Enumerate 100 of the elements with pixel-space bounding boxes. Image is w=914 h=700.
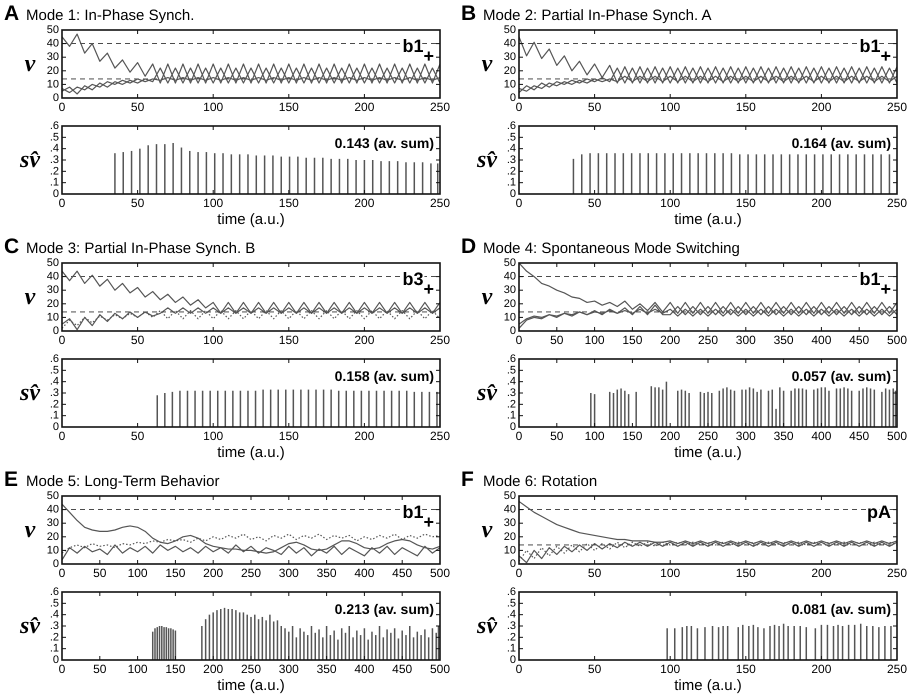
x-tick-label: 150: [622, 429, 643, 443]
y-tick-label: 50: [504, 24, 516, 36]
annotation: 0.158 (av. sum): [334, 368, 434, 384]
x-tick-label: 300: [278, 566, 300, 580]
y-tick-label: .3: [50, 154, 59, 166]
x-tick-label: 400: [354, 662, 375, 676]
text: B: [461, 2, 476, 25]
y-tick-label: .1: [50, 176, 59, 189]
y-tick-label: .1: [50, 410, 59, 422]
x-tick-label: 100: [128, 662, 148, 676]
y-tick-label: 50: [46, 257, 59, 269]
y-tick-label: 0: [52, 92, 59, 104]
x-axis-title: time (a.u.): [674, 444, 742, 461]
x-tick-label: 250: [886, 566, 908, 580]
x-tick-label: 100: [584, 333, 605, 347]
y-tick-label: 20: [46, 530, 59, 543]
y-tick-label: 10: [504, 78, 516, 90]
x-tick-label: 100: [203, 333, 224, 347]
y-tick-label: 40: [504, 504, 516, 516]
x-tick-label: 50: [130, 196, 145, 210]
y-tick-label: 20: [504, 64, 516, 77]
x-tick-label: 150: [622, 333, 643, 347]
x-tick-label: 150: [278, 196, 300, 210]
y-axis-title: v: [24, 517, 36, 543]
y-axis-title: sv̂: [19, 380, 40, 406]
text: E: [4, 468, 18, 491]
x-tick-label: 300: [736, 429, 756, 443]
y-tick-label: 20: [504, 530, 516, 543]
y-tick-label: .5: [50, 364, 59, 376]
x-tick-label: 200: [811, 662, 832, 676]
x-tick-label: 200: [203, 566, 224, 580]
text: F: [461, 468, 474, 491]
x-tick-label: 300: [736, 333, 756, 347]
x-tick-label: 200: [354, 100, 375, 114]
y-tick-label: .2: [506, 631, 516, 644]
x-tick-label: 50: [93, 566, 107, 580]
y-tick-label: 40: [46, 504, 59, 516]
x-tick-label: 250: [430, 100, 450, 114]
y-tick-label: .4: [506, 608, 516, 621]
x-tick-label: 350: [774, 429, 794, 443]
x-tick-label: 100: [128, 566, 148, 580]
y-tick-label: .6: [50, 353, 59, 365]
x-tick-label: 450: [849, 333, 870, 347]
y-axis-title: sv̂: [19, 147, 40, 173]
y-tick-label: .5: [506, 131, 516, 144]
y-tick-label: 40: [46, 38, 59, 50]
y-tick-label: .2: [50, 631, 59, 644]
x-tick-label: 250: [430, 196, 450, 210]
y-tick-label: .4: [50, 376, 59, 388]
y-tick-label: 30: [504, 517, 516, 530]
y-tick-label: .3: [50, 387, 59, 399]
y-tick-label: 50: [504, 257, 516, 269]
text: C: [4, 235, 20, 258]
x-tick-label: 50: [130, 429, 145, 443]
x-tick-label: 250: [430, 333, 450, 347]
y-axis-title: v: [24, 284, 36, 310]
x-tick-label: 150: [736, 566, 756, 580]
x-tick-label: 200: [203, 662, 224, 676]
chart-title: Mode 3: Partial In-Phase Synch. B: [26, 240, 256, 257]
y-axis-title: v: [482, 517, 493, 543]
x-tick-label: 250: [698, 429, 718, 443]
y-tick-label: 40: [504, 38, 516, 50]
y-tick-label: 10: [504, 544, 516, 556]
y-tick-label: .3: [506, 620, 516, 632]
x-tick-label: 100: [203, 196, 224, 210]
y-tick-label: 0: [510, 558, 516, 570]
x-tick-label: 400: [811, 429, 832, 443]
x-tick-label: 450: [392, 566, 413, 580]
y-tick-label: .3: [506, 154, 516, 166]
x-tick-label: 250: [240, 566, 262, 580]
y-tick-label: .1: [506, 410, 516, 422]
y-tick-label: .3: [506, 387, 516, 399]
y-tick-label: .4: [50, 142, 59, 155]
x-tick-label: 500: [430, 566, 450, 580]
y-tick-label: .2: [506, 398, 516, 410]
y-tick-label: .4: [50, 608, 59, 621]
y-tick-label: 0: [52, 188, 59, 200]
annotation: pA: [867, 502, 891, 522]
y-tick-label: 20: [46, 298, 59, 310]
x-tick-label: 500: [886, 429, 908, 443]
y-axis-title: v: [24, 51, 36, 77]
y-tick-label: .2: [506, 165, 516, 178]
y-tick-label: 20: [46, 64, 59, 77]
y-tick-label: 0: [52, 421, 59, 433]
x-tick-label: 500: [886, 333, 908, 347]
x-tick-label: 200: [660, 333, 681, 347]
x-tick-label: 250: [430, 429, 450, 443]
x-tick-label: 200: [354, 429, 375, 443]
y-tick-label: .6: [50, 120, 59, 132]
x-tick-label: 250: [886, 100, 908, 114]
chart-title: Mode 5: Long-Term Behavior: [26, 473, 220, 490]
annotation: 0.081 (av. sum): [792, 601, 891, 617]
x-axis-title: time (a.u.): [217, 677, 285, 694]
x-tick-label: 450: [849, 429, 870, 443]
x-tick-label: 100: [203, 100, 224, 114]
x-tick-label: 350: [316, 662, 337, 676]
x-tick-label: 100: [660, 100, 681, 114]
x-tick-label: 350: [316, 566, 337, 580]
x-tick-label: 150: [278, 333, 300, 347]
y-tick-label: .1: [506, 642, 516, 655]
